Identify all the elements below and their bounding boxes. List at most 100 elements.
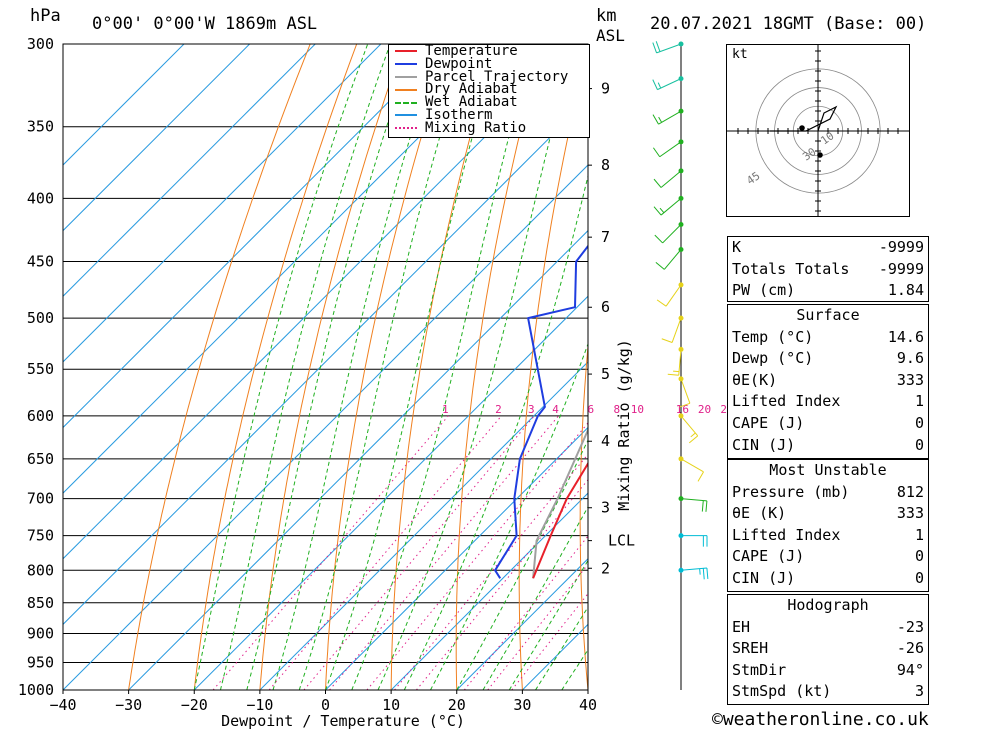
isotherm-line xyxy=(456,558,588,690)
mixing-ratio-label: 10 xyxy=(631,403,644,416)
surface-value: 0 xyxy=(914,435,924,454)
height-tick-label: 4 xyxy=(601,432,610,450)
mu-value: 1 xyxy=(914,525,924,544)
pressure-tick-label: 1000 xyxy=(18,681,54,699)
hodo-stat-row: StmDir 94° xyxy=(728,660,928,682)
surface-row: CIN (J) 0 xyxy=(728,435,928,457)
legend-item: Dewpoint xyxy=(389,57,589,71)
isotherm-line xyxy=(193,295,588,690)
mixing-ratio-label: 16 xyxy=(676,403,689,416)
legend-label: Parcel Trajectory xyxy=(425,68,569,85)
hodograph-unit: kt xyxy=(732,47,748,62)
isotherm-line xyxy=(259,361,588,690)
isotherm-line xyxy=(128,229,588,690)
mixing-ratio-line xyxy=(268,415,502,690)
surface-title: Surface xyxy=(796,306,860,324)
hodograph-stats-title: Hodograph xyxy=(787,596,869,614)
hodograph-ring-label: 45 xyxy=(744,169,762,187)
wet-adiabat-line xyxy=(482,505,588,690)
surface-label: CAPE (J) xyxy=(732,413,805,432)
x-tick-label: 30 xyxy=(513,696,531,714)
wet-adiabat-line xyxy=(272,44,441,690)
dry-adiabat-line xyxy=(259,44,404,690)
legend-item: Dry Adiabat xyxy=(389,83,589,96)
mixing-ratio-line xyxy=(366,422,588,690)
indices-table: K -9999 Totals Totals -9999 PW (cm) 1.84 xyxy=(727,236,929,302)
height-tick-label: 8 xyxy=(601,156,610,174)
surface-table: Surface Temp (°C) 14.6 Dewp (°C) 9.6 θE(K) 33… xyxy=(727,304,929,459)
parcel-trajectory-line xyxy=(532,427,588,579)
legend-swatch xyxy=(395,114,417,117)
mu-label: θE (K) xyxy=(732,504,787,523)
x-tick-label: −20 xyxy=(181,696,208,714)
wet-adiabat-line xyxy=(535,606,588,690)
surface-label: Temp (°C) xyxy=(732,327,814,346)
legend-swatch xyxy=(395,127,417,130)
x-tick-label: 10 xyxy=(382,696,400,714)
surface-label: Lifted Index xyxy=(732,392,841,411)
wind-barb xyxy=(655,246,684,270)
wind-barb xyxy=(652,108,684,125)
x-tick-label: −10 xyxy=(246,696,273,714)
mu-value: 0 xyxy=(914,547,924,566)
mixing-ratio-label: 3 xyxy=(528,403,535,416)
isotherm-line xyxy=(63,44,447,429)
isotherm-line xyxy=(63,44,185,166)
isotherm-line xyxy=(63,44,513,494)
surface-row: CAPE (J) 0 xyxy=(728,413,928,435)
dewpoint-line xyxy=(494,44,588,579)
mu-label: CAPE (J) xyxy=(732,547,805,566)
mixing-ratio-line xyxy=(329,415,559,690)
mixing-ratio-label: 20 xyxy=(698,403,711,416)
isotherm-line xyxy=(390,492,588,690)
isotherm-line xyxy=(63,44,382,363)
pressure-tick-label: 750 xyxy=(27,527,54,545)
x-axis-label: Dewpoint / Temperature (°C) xyxy=(221,712,465,730)
wind-barb xyxy=(661,315,684,343)
storm-motion-point xyxy=(817,152,823,158)
mu-value: 0 xyxy=(914,568,924,587)
wind-barb xyxy=(678,496,708,512)
credit-text: ©weatheronline.co.uk xyxy=(712,709,929,730)
x-tick-label: 40 xyxy=(579,696,597,714)
dry-adiabat-line xyxy=(639,44,682,690)
x-tick-label: 20 xyxy=(448,696,466,714)
hodo-stat-row: SREH -26 xyxy=(728,638,928,660)
hodo-stat-label: StmSpd (kt) xyxy=(732,682,832,701)
height-tick-label: 5 xyxy=(601,365,610,383)
isotherm-line xyxy=(63,44,316,297)
surface-value: 333 xyxy=(896,370,924,389)
legend-swatch xyxy=(395,88,417,91)
hodo-stat-label: EH xyxy=(732,617,751,636)
wet-adiabat-line xyxy=(430,342,588,690)
legend-swatch xyxy=(395,75,417,78)
hodograph-point xyxy=(799,125,805,131)
plot-frame xyxy=(62,43,589,691)
wet-adiabat-line xyxy=(325,44,500,690)
pressure-tick-label: 550 xyxy=(27,360,54,378)
height-tick-label: 3 xyxy=(601,499,610,517)
wet-adiabat-line xyxy=(193,44,369,690)
isotherm-line xyxy=(325,426,588,690)
datetime-title: 20.07.2021 18GMT (Base: 00) xyxy=(650,14,927,34)
wind-barb xyxy=(678,456,704,482)
height-tick-label: LCL xyxy=(608,532,635,550)
mu-label: CIN (J) xyxy=(732,568,796,587)
mixing-ratio-axis-label: Mixing Ratio (g/kg) xyxy=(615,339,633,511)
surface-row: Dewp (°C) 9.6 xyxy=(728,348,928,370)
wet-adiabat-line xyxy=(246,44,415,690)
hodograph-ring-label: 10 xyxy=(818,129,836,147)
wet-adiabat-line xyxy=(403,174,588,690)
wind-barb xyxy=(653,195,684,216)
surface-row: Temp (°C) 14.6 xyxy=(728,327,928,349)
k-index-row: K -9999 xyxy=(732,238,924,256)
pressure-tick-label: 450 xyxy=(27,253,54,271)
hodo-stat-row: EH -23 xyxy=(728,617,928,639)
mu-row: CAPE (J) 0 xyxy=(728,546,928,568)
wind-barb xyxy=(678,376,691,408)
legend-item: Parcel Trajectory xyxy=(389,68,589,85)
mixing-ratio-line xyxy=(394,453,588,690)
pressure-tick-label: 850 xyxy=(27,594,54,612)
most-unstable-title: Most Unstable xyxy=(769,461,887,479)
